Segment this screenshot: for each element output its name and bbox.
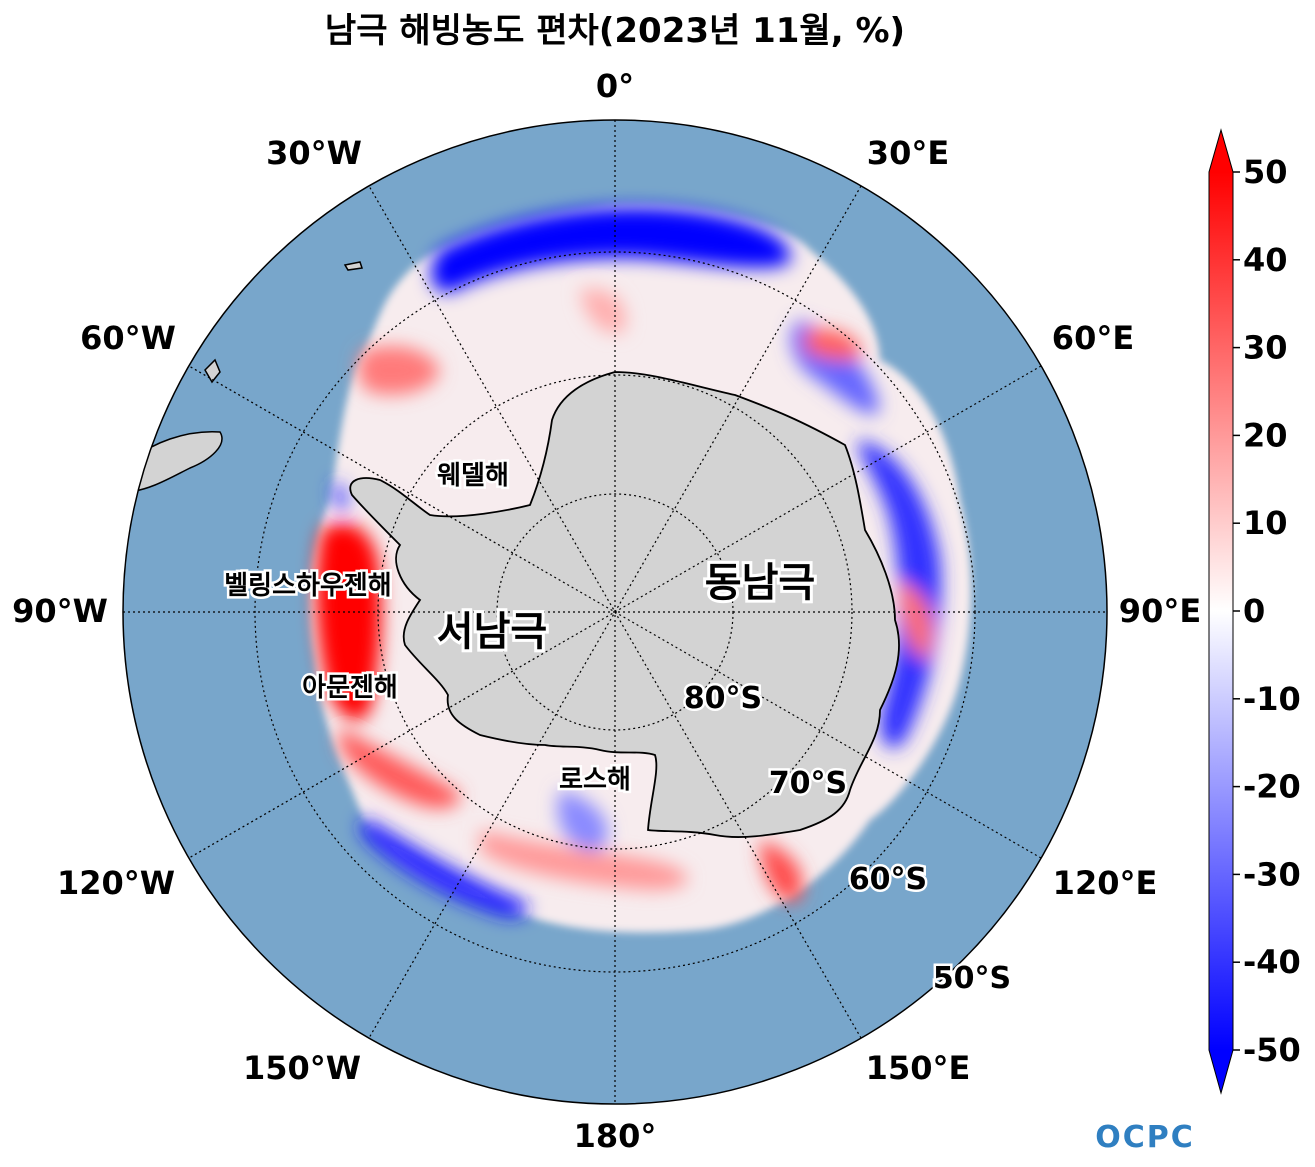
lon-label-90e: 90°E <box>1119 592 1201 630</box>
map-frame <box>122 119 1108 1105</box>
anomaly-positive <box>338 729 461 809</box>
parallel-60s <box>254 251 976 973</box>
anomaly-negative <box>333 480 347 511</box>
meridian-150e-30w <box>368 185 862 1039</box>
land-south-america <box>123 261 363 493</box>
sea-label-weddell: 웨델해 <box>437 461 509 491</box>
map-title: 남극 해빙농도 편차(2023년 11월, %) <box>325 11 905 51</box>
lat-label-80s: 80°S <box>684 681 762 716</box>
lon-label-0: 0° <box>596 67 634 105</box>
anomaly-negative <box>857 440 941 749</box>
lon-label-120e: 120°E <box>1053 864 1158 902</box>
colorbar-tick-label: -40 <box>1243 943 1301 981</box>
sea-label-amundsen: 아문젠해 <box>302 673 398 703</box>
graticule <box>123 120 1107 1104</box>
anomaly-negative <box>360 819 529 918</box>
land-antarctica <box>349 371 900 838</box>
anomaly-negative <box>431 207 791 292</box>
colorbar-tick-label: -10 <box>1243 680 1301 718</box>
sea-label-ross: 로스해 <box>559 765 631 795</box>
colorbar-ticks: 50 40 30 20 10 0 -10 -20 -30 -40 -50 <box>1233 153 1301 1069</box>
lon-label-60e: 60°E <box>1052 319 1134 357</box>
anomaly-positive <box>900 580 932 660</box>
lon-label-150w: 150°W <box>243 1049 361 1087</box>
lon-label-90w: 90°W <box>12 592 108 630</box>
lat-label-70s: 70°S <box>769 766 847 801</box>
colorbar-tick-label: 50 <box>1243 153 1288 191</box>
latitude-labels: 80°S 70°S 60°S 50°S <box>681 679 1013 999</box>
anomaly-positive <box>480 830 688 890</box>
anomaly-positive <box>316 523 382 721</box>
colorbar-tick-label: 40 <box>1243 241 1288 279</box>
region-label-west-antarctica: 서남극 <box>437 609 547 655</box>
anomaly-positive <box>760 840 803 902</box>
anomaly-positive <box>580 289 626 334</box>
lat-label-50s: 50°S <box>933 961 1011 996</box>
lon-label-60w: 60°W <box>80 319 176 357</box>
colorbar-tick-label: 0 <box>1243 592 1265 630</box>
colorbar-gradient <box>1209 172 1233 1050</box>
longitude-labels: 0° 30°E 60°E 90°E 120°E 150°E 180° 150°W… <box>12 67 1201 1155</box>
colorbar-tick-label: -50 <box>1243 1031 1301 1069</box>
colorbar-max-extension <box>1209 130 1233 172</box>
lon-label-30e: 30°E <box>867 134 949 172</box>
anomaly-positive <box>805 328 862 361</box>
anomaly-positive <box>358 346 440 395</box>
anomaly-negative <box>557 790 608 851</box>
colorbar-tick-label: -20 <box>1243 768 1301 806</box>
colorbar-tick-label: 30 <box>1243 329 1288 367</box>
lon-label-150e: 150°E <box>866 1049 971 1087</box>
colorbar-min-extension <box>1209 1050 1233 1093</box>
region-label-east-antarctica: 동남극 <box>705 560 815 606</box>
lon-label-120w: 120°W <box>57 864 175 902</box>
colorbar-tick-label: -30 <box>1243 855 1301 893</box>
ocpc-logo: OCPC <box>1095 1120 1195 1155</box>
sea-label-bellingshausen: 벨링스하우젠해 <box>224 571 391 601</box>
lon-label-180: 180° <box>574 1117 657 1155</box>
polar-map <box>123 120 1107 1104</box>
colorbar: 50 40 30 20 10 0 -10 -20 -30 -40 -50 <box>1208 128 1301 1095</box>
lon-label-30w: 30°W <box>266 134 362 172</box>
colorbar-tick-label: 20 <box>1243 416 1288 454</box>
lat-label-60s: 60°S <box>849 862 927 897</box>
colorbar-tick-label: 10 <box>1243 504 1288 542</box>
